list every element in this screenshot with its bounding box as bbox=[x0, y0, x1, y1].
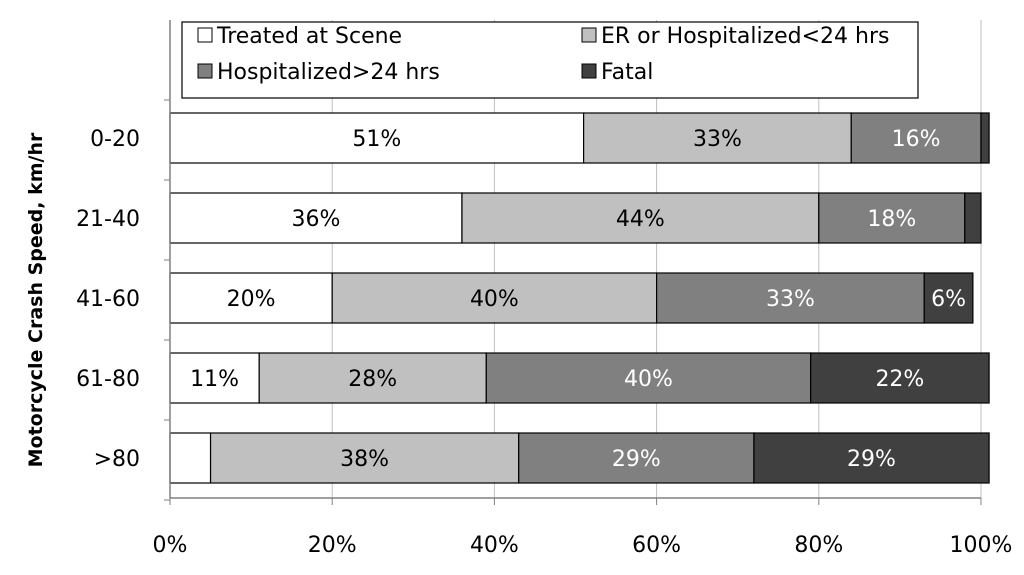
data-label: 28% bbox=[348, 367, 397, 392]
bar-segment-3-0 bbox=[980, 112, 990, 164]
bar-segment-2-4 bbox=[518, 432, 755, 484]
x-tick-label: 60% bbox=[632, 533, 681, 558]
bar-segment-0-2 bbox=[169, 272, 333, 324]
data-label: 20% bbox=[227, 287, 276, 312]
legend-box bbox=[181, 21, 919, 99]
x-tick-label: 40% bbox=[470, 533, 519, 558]
data-label: 44% bbox=[616, 207, 665, 232]
legend-label: Hospitalized>24 hrs bbox=[217, 60, 440, 85]
bar-segment-0-1 bbox=[169, 192, 463, 244]
x-tick-label: 20% bbox=[308, 533, 357, 558]
category-label: >80 bbox=[94, 447, 140, 472]
data-label: 33% bbox=[766, 287, 815, 312]
bar-segment-1-4 bbox=[209, 432, 520, 484]
data-label: 40% bbox=[470, 287, 519, 312]
data-label: 16% bbox=[892, 127, 941, 152]
category-label: 61-80 bbox=[76, 367, 140, 392]
bar-segment-1-1 bbox=[461, 192, 820, 244]
bar-segment-2-1 bbox=[818, 192, 966, 244]
x-tick-label: 80% bbox=[794, 533, 843, 558]
legend-swatch bbox=[581, 27, 597, 43]
bar-segment-2-2 bbox=[655, 272, 925, 324]
data-label: 18% bbox=[867, 207, 916, 232]
x-tick-label: 100% bbox=[950, 533, 1013, 558]
bar-segment-0-4 bbox=[169, 432, 212, 484]
bar-segment-0-0 bbox=[169, 112, 585, 164]
bar-segment-3-3 bbox=[810, 352, 990, 404]
data-label: 29% bbox=[847, 447, 896, 472]
legend-swatch bbox=[581, 63, 597, 79]
data-label: 36% bbox=[292, 207, 341, 232]
bar-segment-3-2 bbox=[923, 272, 974, 324]
data-label: 6% bbox=[931, 287, 966, 312]
legend-label: ER or Hospitalized<24 hrs bbox=[601, 24, 889, 49]
bar-segment-2-0 bbox=[850, 112, 982, 164]
data-label: 40% bbox=[624, 367, 673, 392]
data-label: 51% bbox=[352, 127, 401, 152]
legend-label: Treated at Scene bbox=[216, 24, 402, 49]
category-label: 0-20 bbox=[90, 127, 140, 152]
legend-swatch bbox=[197, 27, 213, 43]
data-label: 33% bbox=[693, 127, 742, 152]
data-label: 11% bbox=[190, 367, 239, 392]
bar-segment-2-3 bbox=[485, 352, 812, 404]
data-label: 22% bbox=[875, 367, 924, 392]
bar-segment-1-0 bbox=[583, 112, 852, 164]
bar-segment-3-1 bbox=[964, 192, 982, 244]
legend-swatch bbox=[197, 63, 213, 79]
category-label: 41-60 bbox=[76, 287, 140, 312]
legend-label: Fatal bbox=[601, 60, 653, 85]
bar-segment-0-3 bbox=[169, 352, 260, 404]
bar-segment-3-4 bbox=[753, 432, 990, 484]
data-label: 38% bbox=[340, 447, 389, 472]
data-label: 29% bbox=[612, 447, 661, 472]
y-axis-title: Motorcycle Crash Speed, km/hr bbox=[25, 132, 47, 467]
category-label: 21-40 bbox=[76, 207, 140, 232]
x-tick-label: 0% bbox=[153, 533, 188, 558]
